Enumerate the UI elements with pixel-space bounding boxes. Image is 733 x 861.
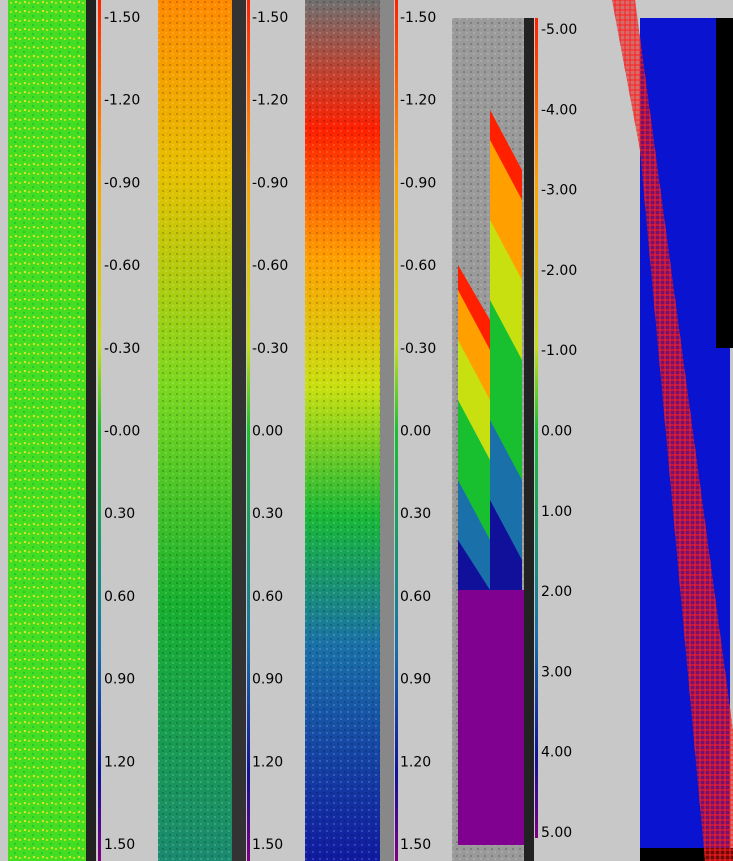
colorbar-tick-label: 2.00 — [541, 584, 572, 600]
colorbar-tick-label: 1.50 — [252, 837, 283, 853]
colorbar-tick-label: 0.60 — [104, 589, 135, 605]
colorbar-tick-label: -1.00 — [541, 343, 577, 359]
colorbar-tick-label: 3.00 — [541, 664, 572, 680]
colorbar-tick-label: 1.50 — [104, 837, 135, 853]
colorbar-tick-label: 0.30 — [252, 506, 283, 522]
colorbar-tick-label: 0.60 — [252, 589, 283, 605]
colorbar-tick-label: -4.00 — [541, 102, 577, 118]
colorbar-tick-label: 0.00 — [400, 424, 431, 440]
colorbar-tick-label: 1.20 — [400, 754, 431, 770]
colorbar-tick-label: 0.90 — [252, 672, 283, 688]
colorbar-tick-label: -1.50 — [104, 10, 140, 26]
colorbar-tick-label: -0.90 — [252, 175, 288, 191]
colorbar-tick-label: 1.50 — [400, 837, 431, 853]
colorbar-tick-label: 1.20 — [104, 754, 135, 770]
colorbar-tick-label: -0.60 — [400, 258, 436, 274]
colorbar-tick-label: 0.30 — [400, 506, 431, 522]
colorbar-tick-label: -1.20 — [104, 93, 140, 109]
colorbar-tick-label: -1.20 — [400, 93, 436, 109]
colorbar-tick-label: -3.00 — [541, 183, 577, 199]
colorbar-tick-label: -0.90 — [400, 175, 436, 191]
colorbar-tick-label: -5.00 — [541, 22, 577, 38]
colorbar-tick-label: 5.00 — [541, 825, 572, 841]
colorbar-tick-label: -0.60 — [252, 258, 288, 274]
colorbar-tick-label: -2.00 — [541, 263, 577, 279]
colorbar-tick-label: 0.00 — [252, 424, 283, 440]
colorbar-tick-label: 1.20 — [252, 754, 283, 770]
colorbar-tick-label: 0.60 — [400, 589, 431, 605]
colorbar-tick-label: 0.00 — [541, 424, 572, 440]
colorbar-tick-label: -1.50 — [252, 10, 288, 26]
colorbar-labels: -1.50 -1.20 -0.90 -0.60 -0.30 -0.00 0.30 0.60 0.… — [104, 10, 577, 853]
colorbar-tick-label: -0.90 — [104, 175, 140, 191]
colorbar-tick-label: 0.30 — [104, 506, 135, 522]
colorbar-tick-label: -1.20 — [252, 93, 288, 109]
colorbar-tick-label: -0.60 — [104, 258, 140, 274]
colorbar-tick-label: -0.30 — [104, 341, 140, 357]
colorbar-tick-label: 1.00 — [541, 504, 572, 520]
colorbar-tick-label: 0.90 — [104, 672, 135, 688]
colorbar-tick-label: 0.90 — [400, 672, 431, 688]
colorbar-tick-label: 4.00 — [541, 745, 572, 761]
colorbar-tick-label: -1.50 — [400, 10, 436, 26]
colorbar-tick-label: -0.00 — [104, 424, 140, 440]
colorbar-tick-label: -0.30 — [252, 341, 288, 357]
colorbar-tick-label: -0.30 — [400, 341, 436, 357]
